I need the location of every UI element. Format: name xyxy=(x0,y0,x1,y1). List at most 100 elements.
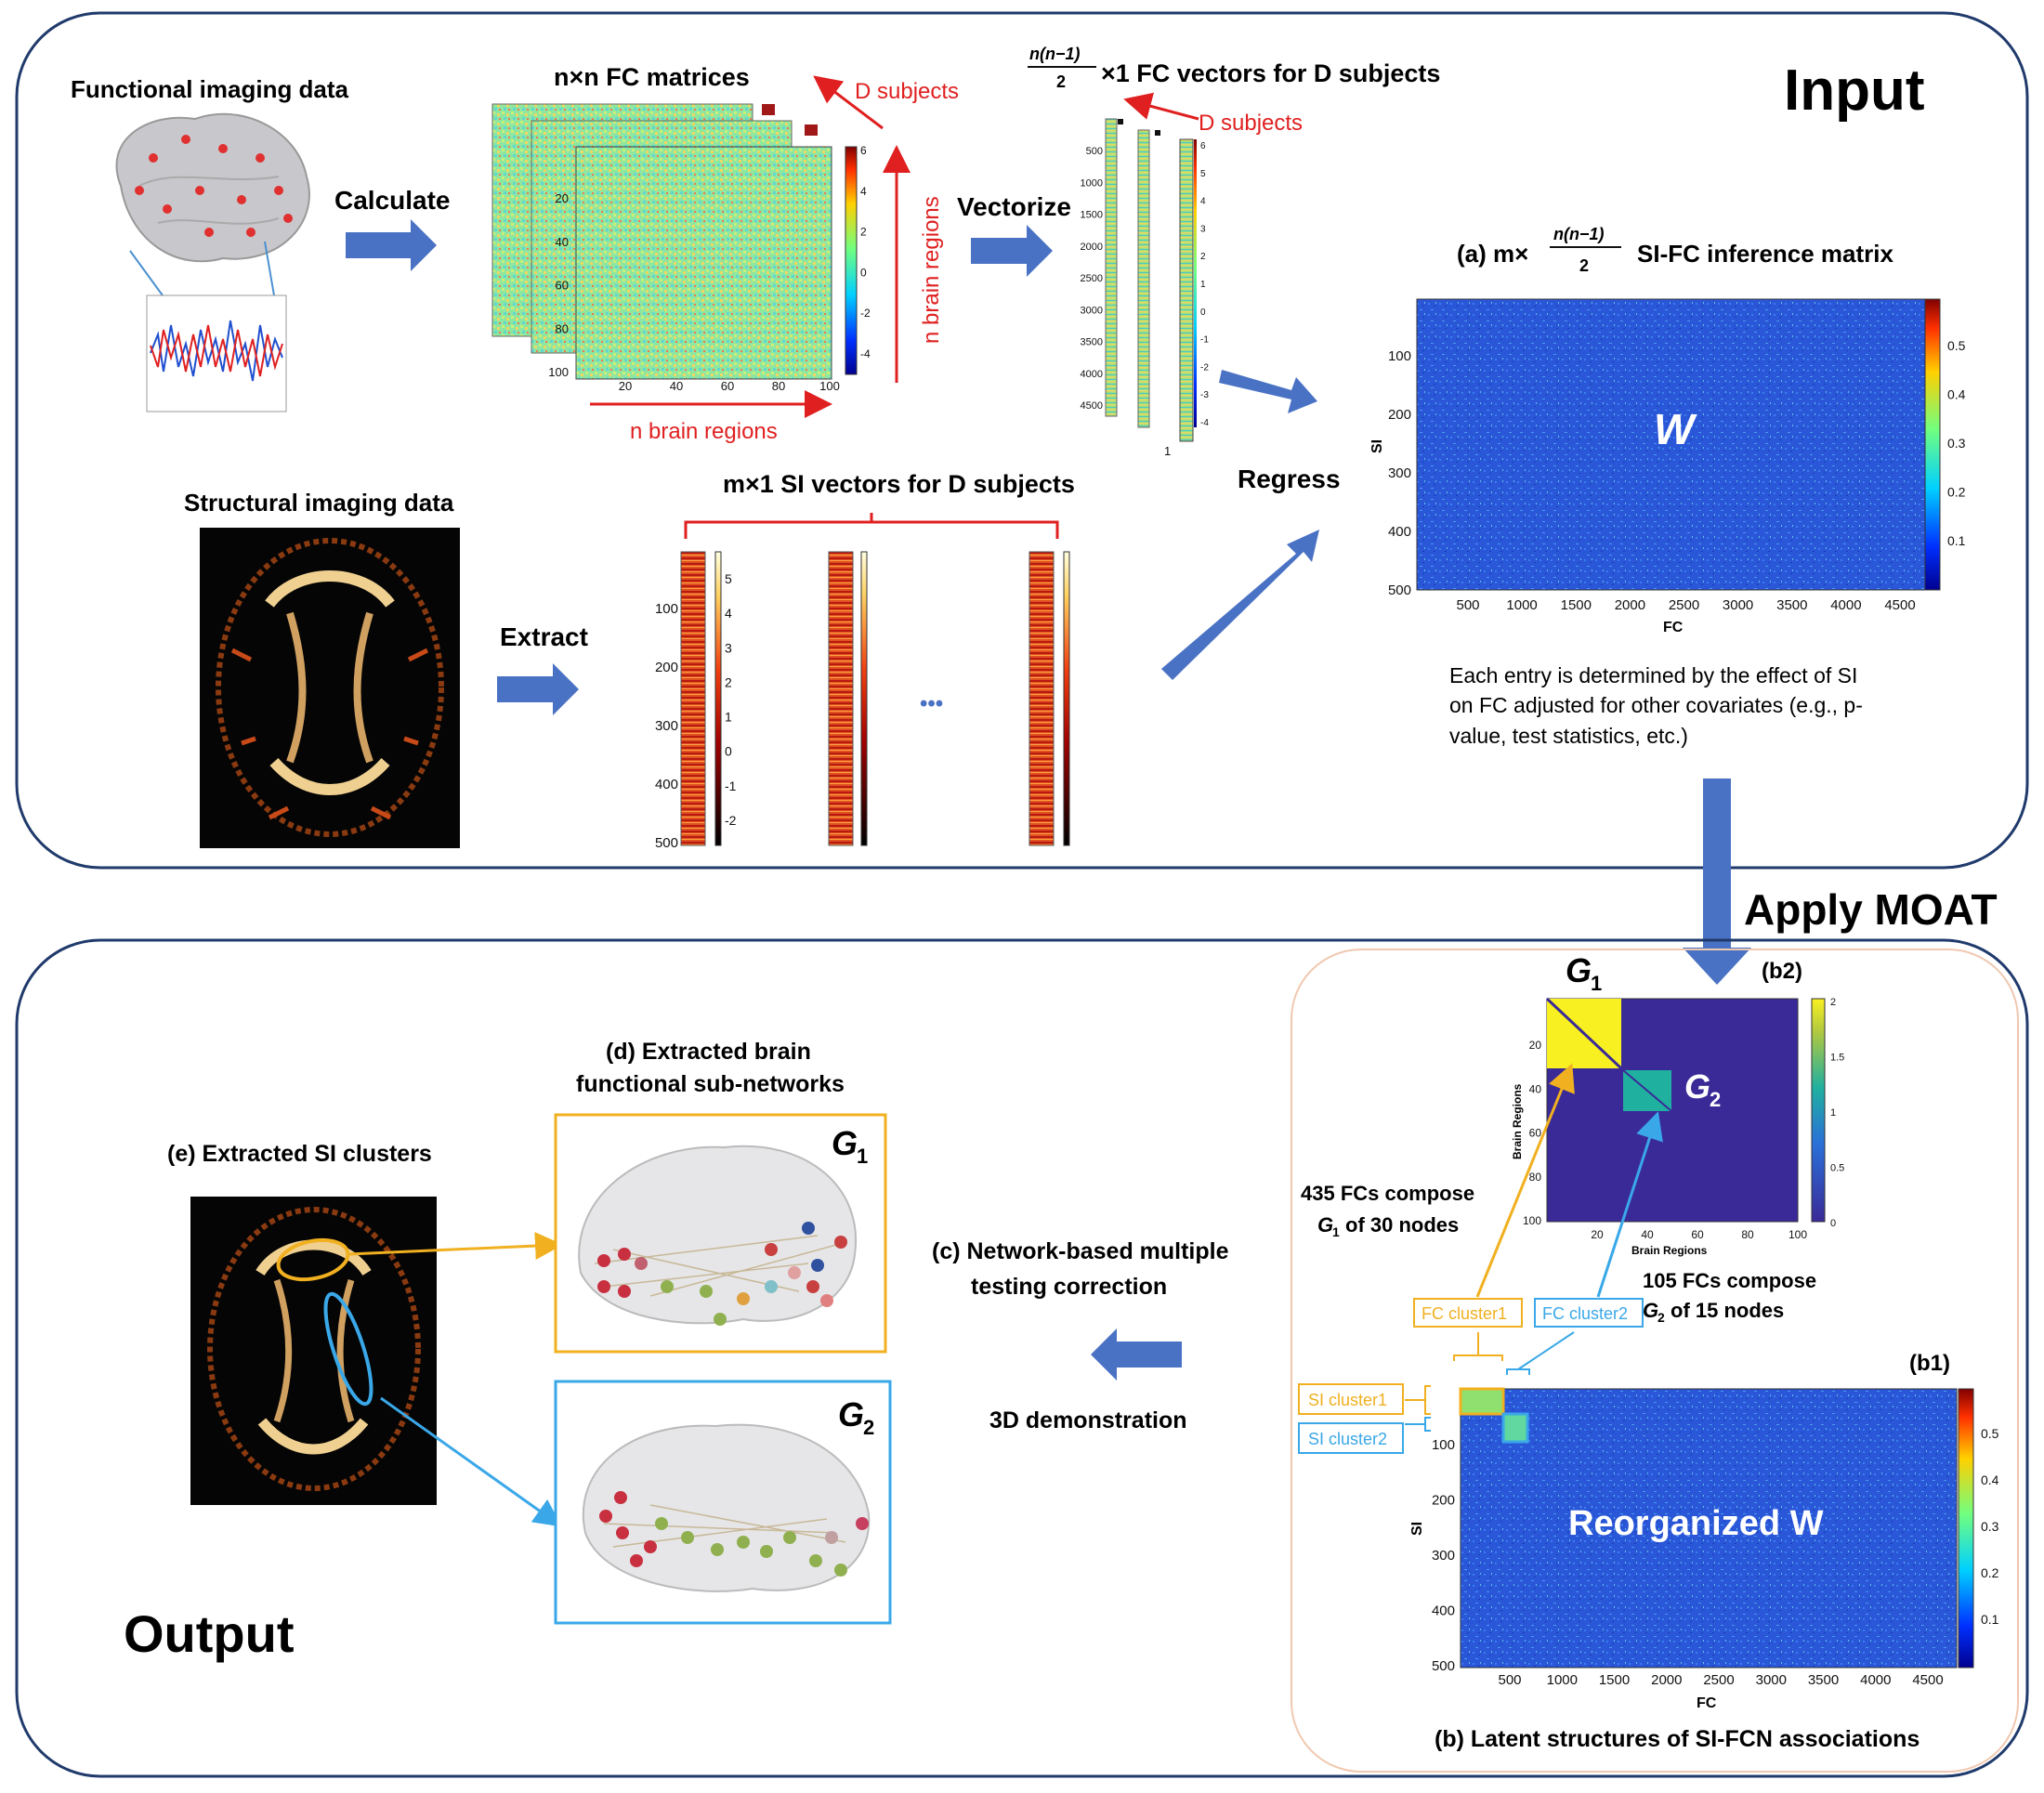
g1-letter: G xyxy=(832,1124,858,1162)
regress-label: Regress xyxy=(1238,465,1341,493)
inference-xtick-2: 1500 xyxy=(1561,597,1592,613)
inference-fc-axis: FC xyxy=(1663,620,1684,635)
b1-cbar-2: 0.3 xyxy=(1981,1519,1999,1534)
inference-ytick-2: 300 xyxy=(1388,465,1411,481)
fc-vectors-frac-num: n(n−1) xyxy=(1029,45,1081,63)
si-vector-d xyxy=(1029,551,1070,846)
fc-vector-tick-3: 2000 xyxy=(1081,242,1103,253)
b1-ytick-2: 300 xyxy=(1432,1548,1455,1564)
fc-cluster2-to-g2 xyxy=(1596,1111,1663,1298)
fc-vector-cbar-6: 0 xyxy=(1200,308,1206,318)
g1-network-label: G 1 xyxy=(832,1124,868,1168)
demo-label: 3D demonstration xyxy=(989,1407,1187,1433)
b1-xtick-4: 2500 xyxy=(1703,1672,1734,1688)
fc-matrix-xtick-0: 20 xyxy=(619,379,632,393)
si-cluster-1-link xyxy=(347,1232,563,1261)
extract-arrow xyxy=(497,663,579,715)
fc-vectors-title: n(n−1) 2 ×1 FC vectors for D subjects xyxy=(1028,45,1440,91)
si-vector-tick-0: 100 xyxy=(655,601,678,617)
b1-cbar-0: 0.5 xyxy=(1981,1426,1999,1441)
fc-vector-tick-4: 2500 xyxy=(1081,273,1103,284)
fc-vector-cbar-4: 2 xyxy=(1200,252,1206,262)
b2-cbar-3: 0.5 xyxy=(1830,1163,1844,1174)
b1-cbar-3: 0.2 xyxy=(1981,1565,1999,1580)
inference-title-prefix: (a) m× xyxy=(1457,240,1528,268)
fc-vector-ticks: 500 1000 1500 2000 2500 3000 3500 4000 4500 xyxy=(1081,146,1103,412)
fc-matrix-ytick-1: 40 xyxy=(556,235,569,249)
fc-vector-cbar-9: -3 xyxy=(1200,390,1209,400)
b2-ytick-4: 100 xyxy=(1523,1214,1541,1227)
fc-vector-stack xyxy=(1105,118,1197,442)
fc-matrix-cbar-0: 6 xyxy=(860,144,867,157)
fc-matrix-ytick-2: 60 xyxy=(556,279,569,293)
fc-cluster1-brace xyxy=(1453,1332,1503,1361)
b1-si-axis: SI xyxy=(1409,1522,1425,1536)
b2-ytick-3: 80 xyxy=(1529,1171,1542,1184)
vectorize-label: Vectorize xyxy=(957,192,1071,221)
b1-colorbar-ticks: 0.5 0.4 0.3 0.2 0.1 xyxy=(1981,1426,1999,1627)
d-subjects-arrow-1 xyxy=(813,75,884,130)
fc-vector-tick-1: 1000 xyxy=(1081,177,1103,189)
inference-title-suffix: SI-FC inference matrix xyxy=(1637,240,1894,268)
b1-xtick-7: 4000 xyxy=(1860,1672,1891,1688)
inference-w-label: W xyxy=(1654,405,1697,453)
b1-yticks: 100 200 300 400 500 xyxy=(1432,1437,1455,1674)
fc-vector-tick-8: 4500 xyxy=(1081,400,1103,412)
b1-ytick-4: 500 xyxy=(1432,1658,1455,1674)
inference-xtick-7: 4000 xyxy=(1830,597,1861,613)
si-vector-cbar-2: 3 xyxy=(725,640,732,655)
fc-cluster1-tag xyxy=(1413,1298,1523,1328)
inference-xtick-5: 3000 xyxy=(1723,597,1753,613)
fc-matrix-ytick-3: 80 xyxy=(556,321,569,335)
b2-g2-letter: G xyxy=(1684,1067,1710,1106)
inference-ytick-3: 400 xyxy=(1388,524,1411,540)
b2-ytick-0: 20 xyxy=(1529,1039,1542,1052)
fc-cluster2-tag xyxy=(1534,1298,1644,1328)
fc-matrix-cbar-3: 0 xyxy=(860,266,867,279)
g1-brain-network-render xyxy=(578,1145,858,1326)
b1-ytick-1: 200 xyxy=(1432,1493,1455,1509)
si-vector-ticks: 100 200 300 400 500 xyxy=(655,601,678,851)
fc435-g-subscript: 1 xyxy=(1332,1224,1340,1239)
output-panel xyxy=(15,938,2029,1778)
fc-matrix-xtick-2: 60 xyxy=(721,379,734,393)
b2-colorbar xyxy=(1811,998,1826,1223)
b1-colorbar xyxy=(1958,1388,1974,1669)
n-brain-regions-vertical: n brain regions xyxy=(919,196,944,344)
d-subjects-label-2: D subjects xyxy=(1199,111,1303,136)
dti-slice-image xyxy=(200,528,460,848)
si-vectors-title: m×1 SI vectors for D subjects xyxy=(723,470,1075,498)
inference-frac-num: n(n−1) xyxy=(1553,225,1605,243)
inference-cbar-4: 0.1 xyxy=(1947,533,1966,548)
fc-vector-cbar-8: -2 xyxy=(1200,362,1209,373)
si-vectors-ellipsis: ••• xyxy=(920,691,943,716)
b2-xtick-3: 80 xyxy=(1741,1228,1754,1241)
g2-brain-network-render xyxy=(583,1423,871,1592)
b1-ytick-3: 400 xyxy=(1432,1603,1455,1619)
subnetworks-title-2: functional sub-networks xyxy=(576,1071,845,1097)
b1-xtick-0: 500 xyxy=(1498,1672,1521,1688)
fc-vector-colorbar-ticks: 6 5 4 3 2 1 0 -1 -2 -3 -4 xyxy=(1200,141,1209,428)
fc105-line-1: 105 FCs compose xyxy=(1643,1269,1816,1292)
d-subjects-label-1: D subjects xyxy=(855,79,959,104)
output-title: Output xyxy=(124,1604,294,1663)
inference-colorbar-ticks: 0.5 0.4 0.3 0.2 0.1 xyxy=(1947,338,1966,548)
b1-fc-axis: FC xyxy=(1697,1695,1717,1711)
b2-g2-label: G 2 xyxy=(1684,1067,1721,1111)
si-vector-cbar-5: 0 xyxy=(725,744,732,759)
inference-ytick-4: 500 xyxy=(1388,582,1411,598)
si-vector-tick-4: 500 xyxy=(655,835,678,851)
fc-cluster2-text: FC cluster2 xyxy=(1542,1304,1628,1323)
b2-g1-label: G 1 xyxy=(1566,951,1602,995)
fc-vector-tick-7: 4000 xyxy=(1081,369,1103,380)
fc-vector-cbar-5: 1 xyxy=(1200,280,1206,290)
inference-ytick-0: 100 xyxy=(1388,348,1411,364)
b2-xlabel: Brain Regions xyxy=(1631,1244,1708,1257)
b1-ytick-0: 100 xyxy=(1432,1437,1455,1453)
b2-cbar-2: 1 xyxy=(1830,1107,1836,1119)
inference-xtick-1: 1000 xyxy=(1506,597,1537,613)
fc-matrix-cbar-5: -4 xyxy=(860,347,871,360)
inference-xtick-6: 3500 xyxy=(1776,597,1807,613)
vectorize-arrow xyxy=(971,225,1053,277)
inference-cbar-1: 0.4 xyxy=(1947,387,1966,402)
